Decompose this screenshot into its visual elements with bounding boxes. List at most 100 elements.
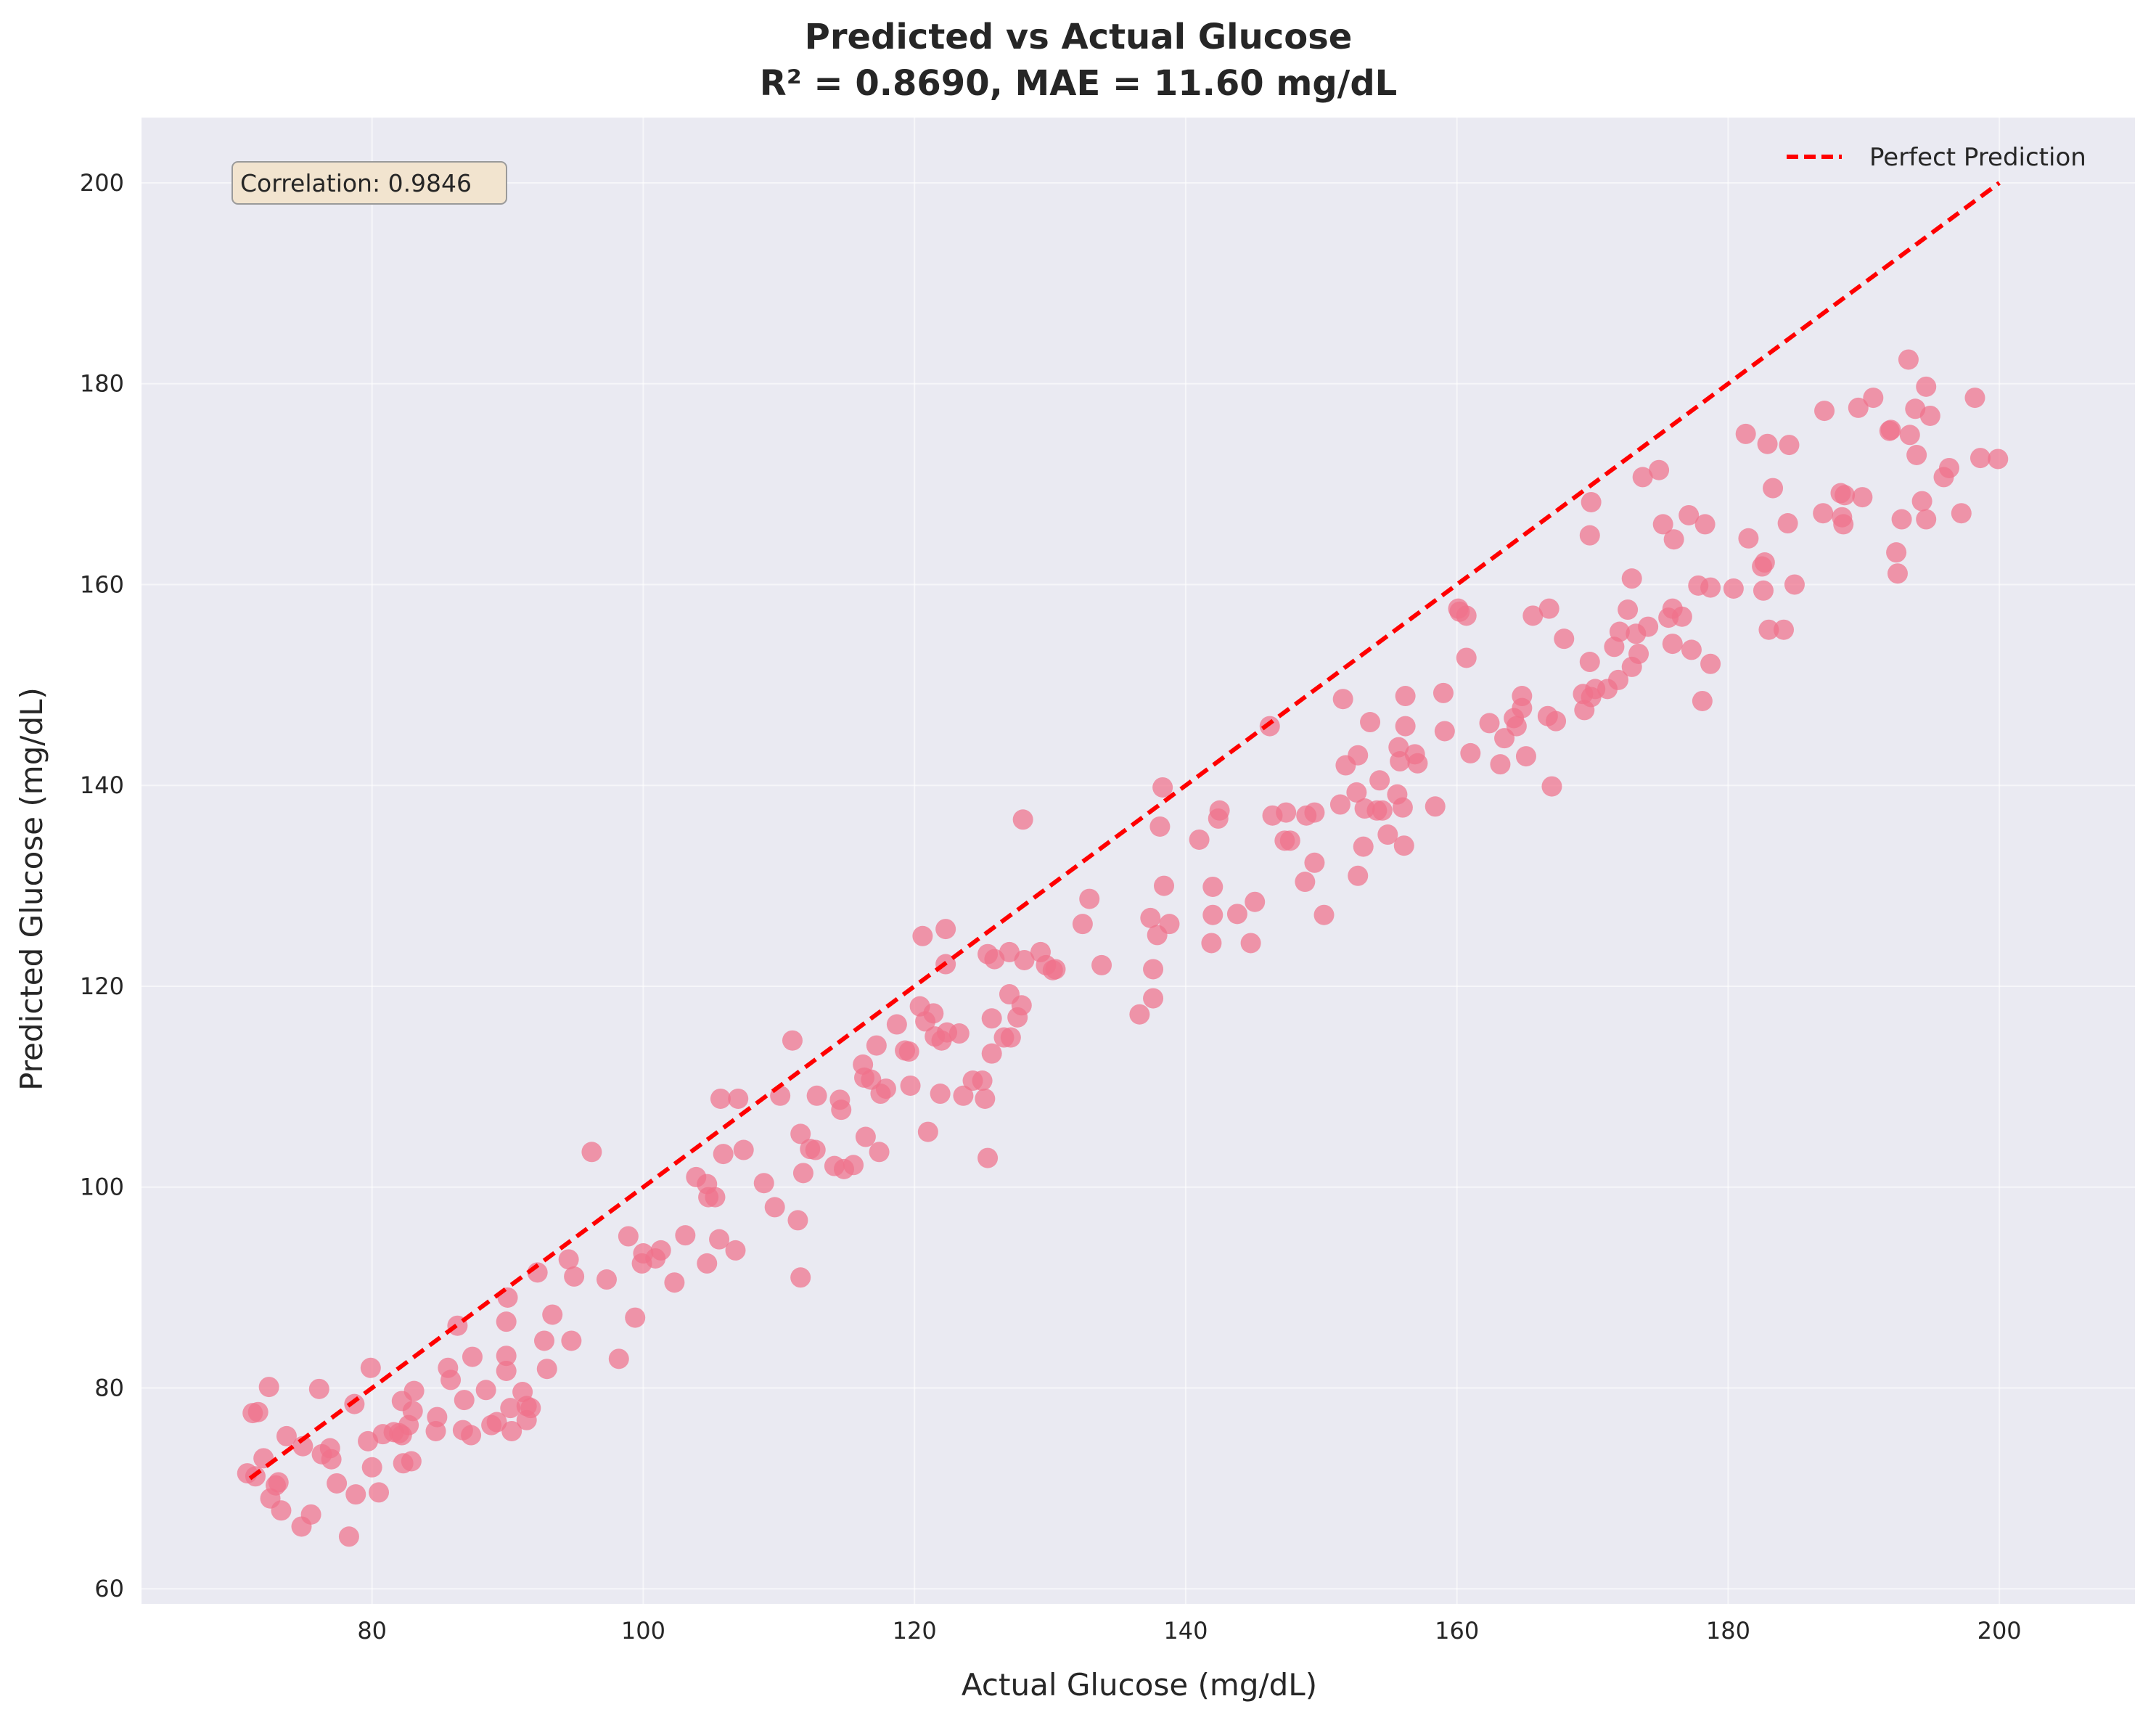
data-point xyxy=(258,1377,279,1398)
data-point xyxy=(1460,742,1481,763)
data-point xyxy=(1886,542,1907,563)
data-point xyxy=(999,941,1020,962)
data-point xyxy=(1852,487,1873,508)
data-point xyxy=(1608,669,1629,690)
data-point xyxy=(1140,907,1161,928)
data-point xyxy=(461,1425,482,1446)
y-tick-label: 140 xyxy=(80,771,124,799)
data-point xyxy=(1369,770,1390,791)
data-point xyxy=(1628,643,1649,664)
data-point xyxy=(1014,949,1035,970)
chart-title: Predicted vs Actual Glucose xyxy=(805,17,1353,57)
data-point xyxy=(1259,716,1280,737)
data-point xyxy=(1432,682,1454,703)
data-point xyxy=(338,1526,359,1547)
correlation-annotation: Correlation: 0.9846 xyxy=(231,161,507,205)
data-point xyxy=(790,1123,811,1144)
data-point xyxy=(427,1406,448,1428)
data-point xyxy=(360,1357,381,1378)
data-point xyxy=(1152,777,1173,798)
data-point xyxy=(1887,563,1908,584)
data-point xyxy=(1202,876,1223,897)
data-point xyxy=(886,1014,907,1035)
data-point xyxy=(1490,754,1511,775)
data-point xyxy=(1649,459,1670,480)
data-point xyxy=(1348,745,1369,766)
y-tick-label: 160 xyxy=(80,570,124,598)
data-point xyxy=(1863,388,1884,409)
data-point xyxy=(981,1008,1002,1029)
data-point xyxy=(1506,716,1527,737)
data-point xyxy=(1392,797,1413,818)
data-point xyxy=(1638,616,1659,637)
x-tick-label: 200 xyxy=(1977,1617,2022,1645)
data-point xyxy=(1835,485,1856,506)
data-point xyxy=(1011,995,1032,1016)
data-point xyxy=(733,1139,754,1160)
data-point xyxy=(1202,904,1223,925)
data-point xyxy=(321,1449,342,1470)
data-point xyxy=(454,1390,475,1411)
data-point xyxy=(1938,457,1959,478)
data-point xyxy=(1209,800,1230,821)
x-axis-label: Actual Glucose (mg/dL) xyxy=(962,1667,1317,1703)
data-point xyxy=(1245,891,1266,912)
data-point xyxy=(875,1078,896,1099)
data-point xyxy=(1784,574,1805,595)
x-tick-label: 140 xyxy=(1163,1617,1208,1645)
data-point xyxy=(1581,491,1602,512)
data-point xyxy=(1522,605,1544,626)
data-point xyxy=(1456,605,1477,626)
data-point xyxy=(1813,503,1834,524)
data-point xyxy=(843,1155,864,1176)
plot-background xyxy=(142,118,2135,1604)
data-point xyxy=(402,1401,423,1422)
data-point xyxy=(1663,529,1684,550)
data-point xyxy=(705,1187,726,1208)
data-point xyxy=(1332,689,1353,710)
data-point xyxy=(948,1023,970,1044)
data-point xyxy=(475,1380,496,1401)
data-point xyxy=(501,1420,522,1441)
y-tick-label: 200 xyxy=(80,169,124,197)
data-point xyxy=(1072,914,1093,935)
data-point xyxy=(1000,1027,1021,1048)
data-point xyxy=(1395,686,1416,707)
data-point xyxy=(900,1075,921,1096)
data-point xyxy=(1226,904,1247,925)
data-point xyxy=(247,1401,269,1422)
x-tick-label: 160 xyxy=(1435,1617,1479,1645)
data-point xyxy=(1479,713,1500,734)
data-point xyxy=(1149,816,1171,837)
data-point xyxy=(1735,423,1756,444)
data-point xyxy=(1129,1004,1150,1025)
data-point xyxy=(1393,835,1414,856)
data-point xyxy=(806,1085,827,1106)
data-point xyxy=(1779,435,1800,456)
data-point xyxy=(1891,509,1912,530)
data-point xyxy=(1360,712,1381,733)
data-point xyxy=(1554,628,1575,650)
data-point xyxy=(1738,528,1759,549)
data-point xyxy=(361,1457,382,1478)
data-point xyxy=(564,1266,585,1287)
data-point xyxy=(561,1330,582,1351)
data-point xyxy=(1407,753,1428,774)
y-tick-label: 60 xyxy=(94,1575,124,1602)
data-point xyxy=(1763,478,1784,499)
data-point xyxy=(1833,514,1854,535)
data-point xyxy=(1579,525,1600,546)
data-point xyxy=(1456,647,1477,668)
data-point xyxy=(271,1500,292,1521)
data-point xyxy=(790,1267,811,1288)
data-point xyxy=(1313,904,1335,925)
data-point xyxy=(534,1330,555,1351)
data-point xyxy=(1753,580,1774,601)
x-tick-label: 180 xyxy=(1706,1617,1750,1645)
data-point xyxy=(1916,509,1937,530)
data-point xyxy=(792,1163,813,1184)
data-point xyxy=(1377,824,1398,845)
data-point xyxy=(710,1088,731,1109)
data-point xyxy=(923,1003,944,1024)
data-point xyxy=(1906,444,1927,465)
